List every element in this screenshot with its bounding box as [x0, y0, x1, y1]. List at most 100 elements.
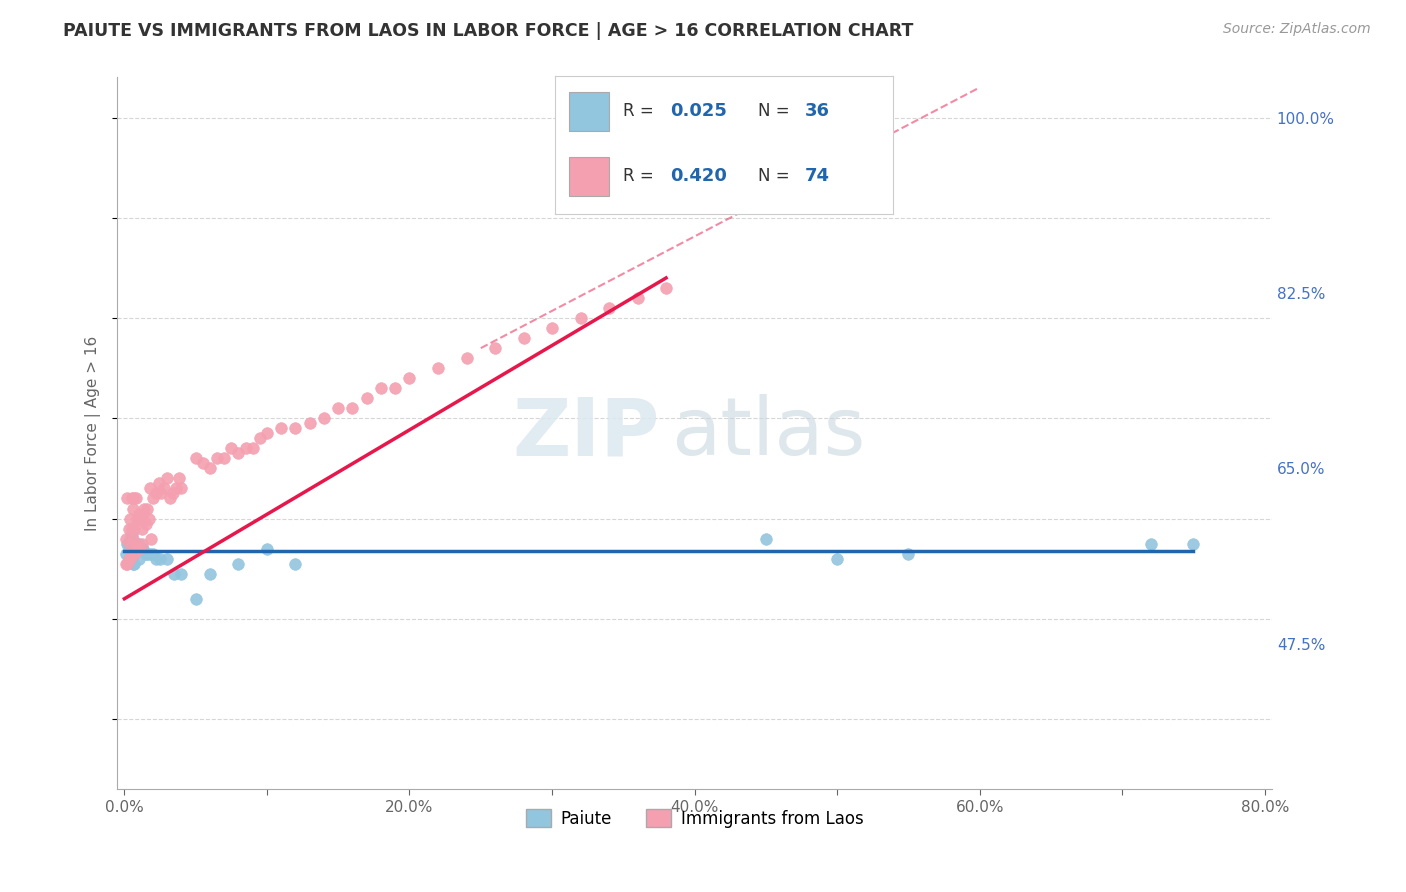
Point	[284, 421, 307, 435]
Point	[131, 536, 153, 550]
Point	[117, 536, 139, 550]
Text: N =: N =	[758, 102, 794, 120]
Text: atlas: atlas	[672, 394, 866, 473]
Point	[191, 457, 214, 471]
Point	[122, 547, 145, 561]
Point	[120, 532, 142, 546]
Point	[156, 471, 179, 485]
Point	[170, 566, 193, 581]
Point	[118, 551, 141, 566]
Point	[124, 491, 146, 506]
Point	[128, 541, 150, 556]
Point	[256, 426, 278, 441]
Point	[163, 566, 186, 581]
Point	[127, 541, 149, 556]
Point	[165, 482, 187, 496]
Point	[342, 401, 364, 416]
Point	[121, 491, 143, 506]
Point	[124, 547, 146, 561]
Point	[456, 351, 478, 366]
Point	[136, 547, 159, 561]
Text: 74: 74	[806, 167, 830, 185]
FancyBboxPatch shape	[569, 157, 609, 196]
Point	[129, 511, 152, 525]
Point	[142, 491, 165, 506]
Legend: Paiute, Immigrants from Laos: Paiute, Immigrants from Laos	[519, 803, 870, 834]
Y-axis label: In Labor Force | Age > 16: In Labor Force | Age > 16	[86, 335, 101, 531]
Point	[512, 331, 534, 345]
Point	[121, 522, 143, 536]
Point	[134, 501, 156, 516]
Text: Source: ZipAtlas.com: Source: ZipAtlas.com	[1223, 22, 1371, 37]
Point	[149, 551, 172, 566]
Point	[298, 417, 321, 431]
Point	[825, 551, 848, 566]
Point	[484, 341, 506, 355]
Point	[1182, 536, 1205, 550]
Point	[598, 301, 620, 315]
Point	[118, 522, 141, 536]
Point	[120, 536, 142, 550]
Point	[124, 557, 146, 571]
Point	[139, 482, 162, 496]
Point	[228, 446, 250, 460]
Point	[228, 557, 250, 571]
Point	[384, 381, 406, 395]
Point	[120, 551, 142, 566]
Point	[162, 486, 184, 500]
Point	[125, 491, 148, 506]
Point	[156, 551, 179, 566]
Point	[148, 476, 170, 491]
Point	[128, 536, 150, 550]
Point	[256, 541, 278, 556]
Point	[125, 536, 148, 550]
Point	[114, 532, 136, 546]
Point	[221, 442, 243, 456]
Point	[122, 501, 145, 516]
Point	[121, 551, 143, 566]
Point	[170, 482, 193, 496]
Text: 0.420: 0.420	[671, 167, 727, 185]
Point	[198, 461, 221, 475]
Text: 36: 36	[806, 102, 830, 120]
Point	[114, 557, 136, 571]
Point	[205, 451, 228, 466]
Point	[125, 536, 148, 550]
Text: R =: R =	[623, 102, 659, 120]
Point	[541, 321, 564, 335]
Point	[153, 482, 176, 496]
Point	[128, 551, 150, 566]
Point	[145, 486, 167, 500]
Point	[128, 507, 150, 521]
Point	[127, 511, 149, 525]
Point	[132, 541, 155, 556]
Text: ZIP: ZIP	[513, 394, 659, 473]
Point	[117, 491, 139, 506]
Point	[655, 281, 678, 295]
Point	[159, 491, 181, 506]
Point	[121, 526, 143, 541]
Point	[135, 547, 157, 561]
Point	[118, 536, 141, 550]
Point	[138, 511, 160, 525]
Point	[135, 516, 157, 531]
Point	[242, 442, 264, 456]
Point	[897, 547, 920, 561]
Point	[114, 547, 136, 561]
Point	[626, 291, 648, 305]
Point	[312, 411, 335, 425]
Point	[398, 371, 420, 385]
Point	[121, 541, 143, 556]
Point	[755, 532, 778, 546]
Point	[184, 591, 207, 606]
Point	[127, 541, 149, 556]
Point	[131, 541, 153, 556]
Point	[124, 536, 146, 550]
Point	[145, 551, 167, 566]
Point	[132, 507, 155, 521]
Text: 0.025: 0.025	[671, 102, 727, 120]
Point	[569, 311, 592, 326]
Point	[184, 451, 207, 466]
Text: N =: N =	[758, 167, 794, 185]
Point	[117, 557, 139, 571]
